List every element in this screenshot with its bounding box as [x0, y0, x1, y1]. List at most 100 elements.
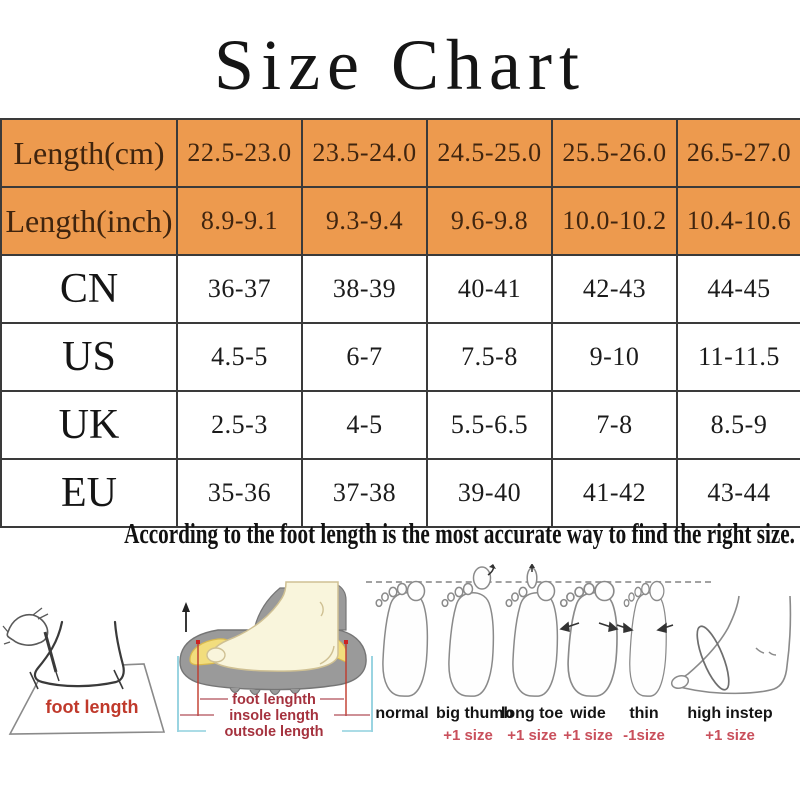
heel-marker	[344, 640, 348, 644]
table-row-eu: EU 35-36 37-38 39-40 41-42 43-44	[0, 458, 800, 528]
thin-arrows	[616, 622, 674, 633]
row-label: US	[0, 322, 178, 392]
size-cell: 41-42	[551, 458, 678, 528]
foot-type-label: normal	[375, 705, 429, 722]
normal-foot-illustration	[375, 580, 429, 697]
sole-tread	[229, 687, 301, 696]
foot-length-measure-label: foot lenghth	[232, 692, 316, 708]
toe-marker	[196, 640, 200, 644]
thin-foot-illustration	[616, 580, 674, 697]
size-cell: 40-41	[426, 254, 553, 324]
size-cell: 11-11.5	[676, 322, 800, 392]
size-cell: 9.6-9.8	[426, 186, 553, 256]
foot-type-label: big thumb	[436, 705, 514, 722]
hand	[6, 613, 49, 646]
row-label: UK	[0, 390, 178, 460]
ankle-marks	[755, 647, 777, 656]
size-cell: 8.5-9	[676, 390, 800, 460]
pen	[43, 631, 58, 673]
size-cell: 22.5-23.0	[176, 118, 303, 188]
row-label: Length(cm)	[0, 118, 178, 188]
side-foot-outline	[678, 595, 792, 695]
table-row-cn: CN 36-37 38-39 40-41 42-43 44-45	[0, 254, 800, 324]
high-instep-foot-illustration	[670, 595, 792, 695]
foot-outline	[33, 620, 125, 688]
size-cell: 23.5-24.0	[301, 118, 428, 188]
row-label: EU	[0, 458, 178, 528]
hand-fingers	[2, 607, 49, 645]
size-cell: 38-39	[301, 254, 428, 324]
pen-tip	[55, 671, 60, 682]
foot-type-size-note: -1size	[623, 727, 665, 744]
toe-reference-line	[366, 581, 711, 583]
measure-rules-red	[180, 698, 370, 716]
table-row-us: US 4.5-5 6-7 7.5-8 9-10 11-11.5	[0, 322, 800, 392]
size-cell: 10.0-10.2	[551, 186, 678, 256]
page-title: Size Chart	[214, 25, 586, 105]
size-cell: 8.9-9.1	[176, 186, 303, 256]
foot-type-label: wide	[570, 705, 606, 722]
size-cell: 39-40	[426, 458, 553, 528]
row-label: Length(inch)	[0, 186, 178, 256]
wide-arrows	[559, 621, 619, 632]
foot-length-label: foot length	[46, 697, 139, 717]
instep-measure-loop	[696, 625, 730, 691]
foot-type-big-thumb: big thumb +1 size	[436, 564, 514, 764]
foot-type-normal: normal	[370, 564, 434, 764]
toe-mark	[29, 671, 39, 690]
size-cell: 44-45	[676, 254, 800, 324]
size-table: Length(cm) 22.5-23.0 23.5-24.0 24.5-25.0…	[0, 118, 800, 528]
foot-type-wide: wide +1 size	[558, 564, 619, 764]
up-arrow-head	[182, 602, 190, 612]
size-cell: 9.3-9.4	[301, 186, 428, 256]
table-row-uk: UK 2.5-3 4-5 5.5-6.5 7-8 8.5-9	[0, 390, 800, 460]
big-thumb-foot-illustration	[441, 564, 496, 697]
red-measure-lines	[197, 644, 347, 716]
table-row-length-cm: Length(cm) 22.5-23.0 23.5-24.0 24.5-25.0…	[0, 118, 800, 188]
outsole-length-label: outsole length	[224, 724, 323, 740]
big-toe	[206, 647, 226, 663]
foot-type-size-note: +1 size	[443, 727, 493, 744]
side-foot-toe	[670, 674, 690, 690]
long-toe-foot-illustration	[505, 563, 559, 697]
foot-type-long-toe: long toe +1 size	[500, 563, 564, 764]
foot-type-high-instep: high instep +1 size	[664, 564, 796, 764]
size-cell: 2.5-3	[176, 390, 303, 460]
wide-foot-illustration	[559, 580, 619, 697]
shoe-length-diagram: foot lenghth insole length outsole lengt…	[177, 581, 373, 740]
size-cell: 26.5-27.0	[676, 118, 800, 188]
size-cell: 42-43	[551, 254, 678, 324]
size-cell: 24.5-25.0	[426, 118, 553, 188]
accuracy-note: According to the foot length is the most…	[0, 518, 800, 551]
foot-type-label: thin	[629, 705, 659, 722]
size-cell: 10.4-10.6	[676, 186, 800, 256]
size-cell: 7.5-8	[426, 322, 553, 392]
row-label: CN	[0, 254, 178, 324]
size-cell: 4.5-5	[176, 322, 303, 392]
foot-type-size-note: +1 size	[507, 727, 557, 744]
blue-measure-lines	[177, 656, 373, 732]
foot-type-size-note: +1 size	[563, 727, 613, 744]
foot-type-thin: thin -1size	[614, 564, 674, 764]
size-cell: 5.5-6.5	[426, 390, 553, 460]
foot-type-label: long toe	[500, 705, 564, 722]
size-cell: 35-36	[176, 458, 303, 528]
size-cell: 37-38	[301, 458, 428, 528]
foot-type-label: high instep	[687, 705, 773, 722]
table-row-length-inch: Length(inch) 8.9-9.1 9.3-9.4 9.6-9.8 10.…	[0, 186, 800, 256]
foot-measure-diagram: foot length	[2, 607, 166, 735]
size-cell: 36-37	[176, 254, 303, 324]
heel-mark	[113, 669, 124, 690]
size-cell: 4-5	[301, 390, 428, 460]
insole-length-label: insole length	[229, 708, 318, 724]
accuracy-note-text: According to the foot length is the most…	[124, 518, 795, 550]
size-cell: 7-8	[551, 390, 678, 460]
size-cell: 9-10	[551, 322, 678, 392]
size-cell: 6-7	[301, 322, 428, 392]
size-cell: 25.5-26.0	[551, 118, 678, 188]
foot-type-size-note: +1 size	[705, 727, 755, 744]
size-cell: 43-44	[676, 458, 800, 528]
foot-types-diagram: normal big thumb +1 size	[362, 563, 800, 780]
foot-shading	[319, 601, 335, 665]
